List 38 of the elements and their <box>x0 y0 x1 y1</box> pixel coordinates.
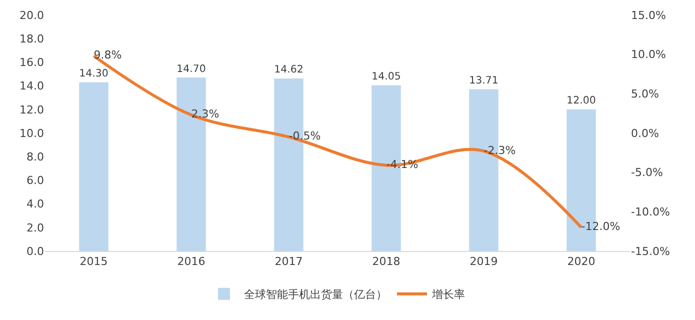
y-tick-label: 8.0 <box>26 150 44 164</box>
data-label: -12.0% <box>581 220 620 234</box>
y-tick-label: 6.0 <box>26 174 44 188</box>
x-tick-label: 2019 <box>470 255 498 268</box>
y-tick-label: 12.0 <box>20 103 44 116</box>
data-label: 9.8% <box>94 48 122 62</box>
y-tick-label: 14.0 <box>20 80 44 93</box>
y2-tick-label: -15.0% <box>631 244 670 258</box>
y2-tick-label: -5.0% <box>631 166 663 180</box>
x-tick-label: 2015 <box>80 255 108 268</box>
legend-label: 增长率 <box>431 288 465 302</box>
x-tick-label: 2016 <box>177 255 206 268</box>
data-label: 13.71 <box>469 75 498 86</box>
y-tick-label: 10.0 <box>20 126 44 140</box>
y2-tick-label: 5.0% <box>631 88 659 101</box>
data-label: -0.5% <box>288 130 321 143</box>
x-tick-label: 2020 <box>567 255 596 268</box>
y-tick-label: 4.0 <box>26 198 44 211</box>
y2-tick-label: 0.0% <box>631 126 659 140</box>
data-label: 14.70 <box>176 64 206 75</box>
data-label: 14.62 <box>274 64 304 76</box>
bar <box>79 82 108 251</box>
y2-tick-label: 15.0% <box>631 8 666 22</box>
y-tick-label: 2.0 <box>26 221 44 234</box>
x-tick-label: 2017 <box>274 255 303 268</box>
data-label: 14.05 <box>372 71 401 82</box>
y-tick-label: 0.0 <box>26 244 44 258</box>
y-tick-label: 20.0 <box>20 8 44 22</box>
legend-label: 全球智能手机出货量（亿台） <box>244 288 387 302</box>
data-label: -2.3% <box>484 144 516 157</box>
data-label: 2.3% <box>191 108 220 121</box>
data-label: 12.00 <box>566 96 596 107</box>
y-tick-label: 18.0 <box>20 32 44 46</box>
y2-tick-label: -10.0% <box>631 206 670 219</box>
y-tick-label: 16.0 <box>20 56 44 70</box>
data-label: 14.30 <box>79 68 108 80</box>
x-tick-label: 2018 <box>372 255 400 268</box>
y2-tick-label: 10.0% <box>631 48 666 62</box>
